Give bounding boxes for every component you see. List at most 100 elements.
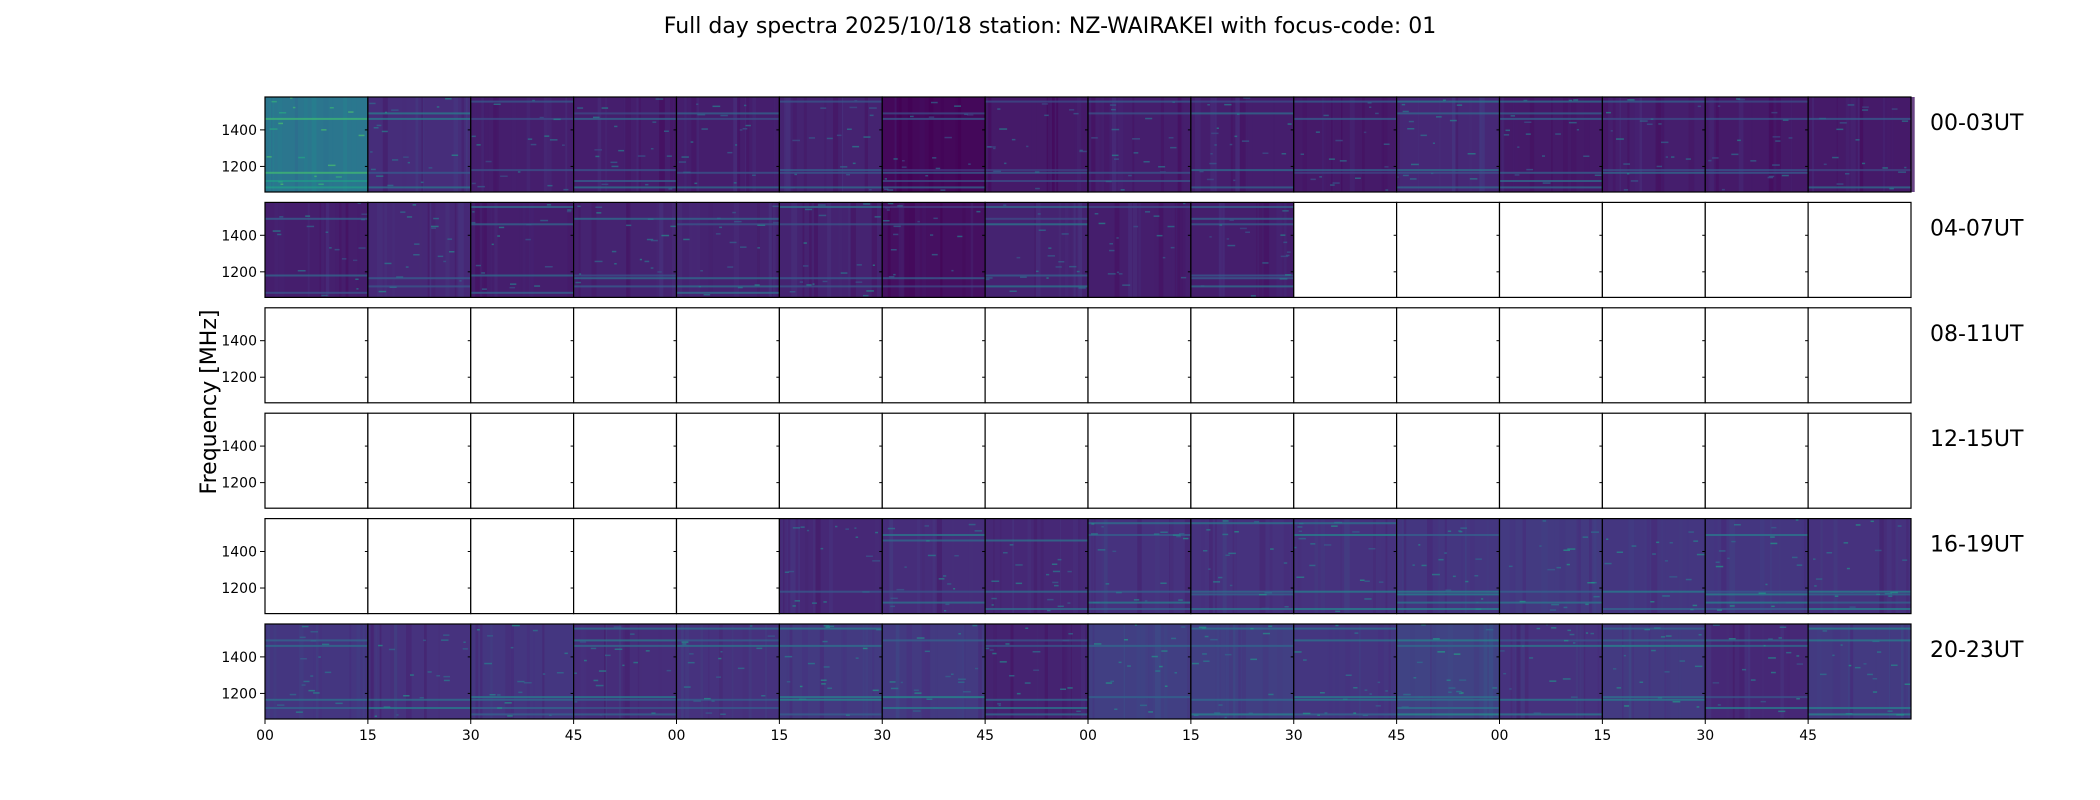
- spectrogram-speckle: [1662, 595, 1670, 597]
- spectrogram-speckle: [553, 118, 561, 121]
- spectrogram-panel-16-19UT-8: [982, 517, 1089, 615]
- rfi-line: [1808, 707, 1911, 709]
- rfi-line: [1808, 608, 1911, 610]
- spectrogram-speckle: [926, 698, 933, 700]
- spectrogram-speckle: [862, 647, 868, 650]
- spectrogram-speckle: [1112, 550, 1117, 553]
- spectrogram-streak: [266, 624, 270, 719]
- spectrogram-panel-00-03UT-13: [1496, 96, 1604, 193]
- spectrogram-streak: [1227, 624, 1234, 719]
- spectrogram-streak: [1726, 624, 1730, 719]
- rfi-line: [573, 274, 677, 277]
- rfi-line: [265, 698, 368, 701]
- spectrogram-speckle: [1127, 665, 1131, 667]
- spectrogram-speckle: [504, 702, 512, 704]
- spectrogram-speckle: [477, 185, 485, 188]
- spectrogram-speckle: [637, 155, 646, 157]
- spectrogram-streak: [841, 97, 844, 192]
- spectrogram-speckle: [1458, 530, 1462, 532]
- spectrogram-speckle: [1283, 241, 1288, 244]
- spectrogram-streak: [792, 97, 797, 192]
- spectrogram-speckle: [916, 637, 925, 639]
- empty-panel: [676, 413, 780, 509]
- empty-panel: [1602, 413, 1706, 509]
- spectrogram-speckle: [1331, 525, 1338, 527]
- spectrogram-speckle: [1259, 593, 1267, 596]
- spectrogram-streak: [1128, 202, 1133, 298]
- spectrogram-panel-00-03UT-14: [1599, 96, 1706, 193]
- spectrogram-speckle: [929, 534, 933, 536]
- rfi-line: [367, 117, 471, 120]
- spectrogram-streak: [317, 624, 322, 719]
- spectrogram-speckle: [932, 157, 937, 159]
- spectrogram-speckle: [954, 105, 961, 107]
- spectrogram-streak: [1123, 624, 1126, 719]
- spectrogram-speckle: [1569, 633, 1575, 636]
- spectrogram-streak: [1661, 97, 1665, 192]
- spectrogram-speckle: [1765, 583, 1768, 586]
- spectrogram-streak: [746, 97, 750, 192]
- spectrogram-speckle: [1564, 639, 1569, 642]
- spectrogram-cell: [1293, 97, 1397, 192]
- spectrogram-streak: [1302, 97, 1307, 192]
- spectrogram-streak: [1215, 518, 1217, 614]
- spectrogram-speckle: [329, 107, 334, 109]
- spectrogram-streak: [1513, 518, 1516, 614]
- spectrogram-speckle: [1101, 526, 1104, 528]
- spectrogram-streak: [898, 202, 905, 298]
- spectrogram-streak: [467, 97, 473, 192]
- spectrogram-speckle: [1547, 568, 1555, 571]
- spectrogram-streak: [829, 518, 833, 614]
- spectrogram-speckle: [1174, 672, 1177, 674]
- spectrogram-speckle: [1038, 229, 1046, 231]
- spectrogram-streak: [1060, 518, 1062, 614]
- spectrogram-speckle: [1098, 222, 1106, 225]
- spectrogram-streak: [1579, 624, 1584, 719]
- spectrogram-speckle: [1026, 145, 1029, 148]
- spectrogram-speckle: [846, 173, 850, 176]
- spectrogram-streak: [273, 624, 277, 719]
- spectrogram-streak: [1323, 97, 1327, 192]
- spectrogram-speckle: [1499, 650, 1505, 652]
- spectrogram-speckle: [1206, 529, 1211, 531]
- spectrogram-speckle: [1034, 171, 1040, 173]
- spectrogram-streak: [993, 518, 995, 614]
- spectrogram-speckle: [855, 281, 863, 283]
- spectrogram-speckle: [737, 286, 743, 289]
- spectrogram-streak: [1114, 202, 1120, 298]
- x-tick-label: 15: [1593, 728, 1611, 744]
- spectrogram-speckle: [1657, 697, 1663, 699]
- spectrogram-streak: [1619, 97, 1621, 192]
- rfi-line: [470, 696, 574, 699]
- spectrogram-speckle: [1411, 163, 1419, 166]
- spectrogram-cell: [779, 624, 883, 719]
- spectrogram-panel-04-07UT-11: [1290, 201, 1398, 298]
- spectrogram-streak: [1431, 624, 1437, 719]
- spectrogram-streak: [1896, 518, 1898, 614]
- spectrogram-speckle: [799, 281, 803, 283]
- spectrogram-streak: [1276, 202, 1282, 298]
- spectrogram-streak: [303, 97, 308, 192]
- spectrogram-speckle: [1670, 591, 1674, 593]
- spectrogram-speckle: [443, 679, 450, 682]
- spectrogram-speckle: [1786, 651, 1792, 654]
- spectrogram-speckle: [1546, 624, 1548, 626]
- spectrogram-speckle: [872, 560, 880, 562]
- rfi-line: [573, 112, 677, 115]
- spectrogram-streak: [1836, 97, 1838, 192]
- spectrogram-speckle: [1134, 624, 1137, 626]
- spectrogram-speckle: [1160, 582, 1167, 584]
- spectrogram-speckle: [890, 597, 898, 600]
- spectrogram-speckle: [590, 647, 597, 650]
- spectrogram-speckle: [610, 161, 618, 164]
- spectrogram-speckle: [1179, 533, 1185, 535]
- spectrogram-streak: [1340, 518, 1342, 614]
- spectrogram-cell: [1190, 518, 1294, 614]
- spectrogram-streak: [1064, 202, 1068, 298]
- spectrogram-speckle: [310, 675, 314, 677]
- spectrogram-speckle: [826, 137, 833, 140]
- spectrogram-streak: [1473, 624, 1480, 719]
- spectrogram-speckle: [1383, 143, 1390, 145]
